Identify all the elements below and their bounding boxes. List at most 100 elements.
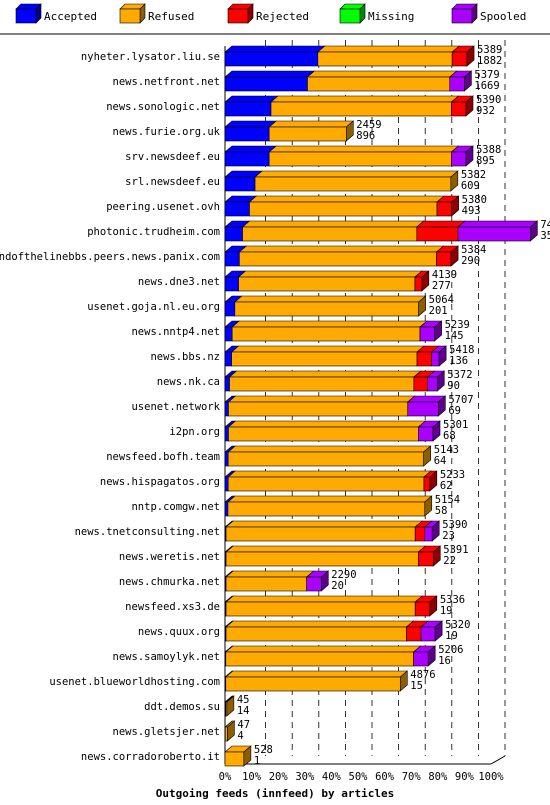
bar-segment-rejected [414,595,438,617]
accepted-value-label: 90 [447,380,460,392]
bar-segment-accepted [224,95,279,117]
bar-side-face [432,420,441,442]
bar-front-face [224,101,272,117]
legend-item: Accepted [15,3,97,24]
bar-top-face [225,595,424,603]
bar-top-face [227,470,432,478]
bar-front-face [224,376,230,392]
bar-segment-rejected [417,545,442,567]
bar-front-face [225,551,419,567]
bar-side-face [450,245,459,267]
offered-value-label: 5390 [476,94,501,106]
offered-value-label: 5389 [477,44,502,56]
bar-side-face [465,95,474,117]
bar-front-face [416,351,432,367]
bar-front-face [224,326,233,342]
bar-segment-rejected [423,470,438,492]
bar-top-face [306,70,458,78]
bar-side-face [450,170,459,192]
legend-swatch [451,8,473,24]
bar-top-face [248,195,445,203]
bar-top-face [227,495,433,503]
accepted-value-label: 64 [434,455,447,467]
bar-row [224,120,355,142]
bar-front-face [451,101,467,117]
bar-segment-refused [238,245,445,267]
bar-segment-refused [227,445,432,467]
bar-side-face [530,220,538,242]
category-label: news.netfront.net [113,76,220,88]
bar-front-face [449,76,465,92]
bar-side-face [320,570,329,592]
bar-segment-refused [231,320,428,342]
category-label: srv.newsdeef.eu [125,151,220,163]
bar-row [224,470,438,492]
offered-value-label: 5064 [429,294,454,306]
bar-side-face [399,670,408,692]
category-label: news.sonologic.net [106,101,220,113]
bar-front-face [457,226,531,242]
bar-segment-accepted [224,120,277,142]
bar-front-face [239,251,437,267]
bar-segment-spooled [426,370,446,392]
bar-row [224,95,474,117]
offered-value-label: 5372 [447,369,472,381]
bar-segment-spooled [420,620,443,642]
bar-row [224,270,430,292]
accepted-value-label: 493 [462,205,481,217]
bar-front-face [225,676,401,692]
bar-segment-accepted [224,45,326,67]
accepted-value-label: 23 [442,530,455,542]
bar-front-face [451,151,467,167]
bar-row [224,545,442,567]
offered-value-label: 5382 [461,169,486,181]
bar-row [224,245,459,267]
bar-segment-refused [224,695,235,717]
bar-segment-refused [225,520,424,542]
bar-front-face [224,276,239,292]
bar-segment-refused [227,495,433,517]
bar-segment-spooled [430,345,447,367]
bar-side-face [465,145,474,167]
bar-row [224,195,460,217]
accepted-value-label: 19 [440,605,453,617]
bar-segment-spooled [450,145,474,167]
category-label: news.hispagatos.org [100,476,220,488]
bar-front-face [419,326,435,342]
bar-front-face [224,476,229,492]
bar-side-face [423,445,432,467]
bar-front-face [238,276,416,292]
x-tick-label: 70% [402,771,422,783]
bar-front-face [451,51,468,67]
legend-swatch [339,8,361,24]
offered-value-label: 5154 [435,494,460,506]
legend-item: Rejected [227,3,309,24]
bar-side-face [429,595,438,617]
category-label: news.samoylyk.net [113,651,220,663]
category-label: peering.usenet.ovh [106,201,220,213]
accepted-value-label: 609 [461,180,480,192]
bar-segment-spooled [419,320,443,342]
bar-side-face [464,70,472,92]
offered-value-label: 4139 [432,269,457,281]
bar-top-face [238,245,445,253]
bar-segment-accepted [224,370,238,392]
offered-value-label: 5391 [443,544,468,556]
bar-top-face [227,445,432,453]
bar-front-face [224,126,270,142]
bar-front-face [436,251,452,267]
bar-front-face [229,376,415,392]
x-axis: 0% 10% 20% 30% 40% 50% 60% 70% 80% 90% 100% [219,771,505,783]
bar-front-face [414,601,431,617]
bar-front-face [224,226,243,242]
offered-value-label: 5379 [474,69,499,81]
bar-segment-refused [268,120,355,142]
bar-front-face [254,176,452,192]
offered-value-label: 5388 [476,144,501,156]
offered-value-label: 5384 [461,244,486,256]
bar-front-face [227,501,426,517]
bar-row [224,220,539,242]
accepted-value-label: 145 [445,330,464,342]
offered-value-label: 5206 [438,644,463,656]
bar-row [224,395,447,417]
